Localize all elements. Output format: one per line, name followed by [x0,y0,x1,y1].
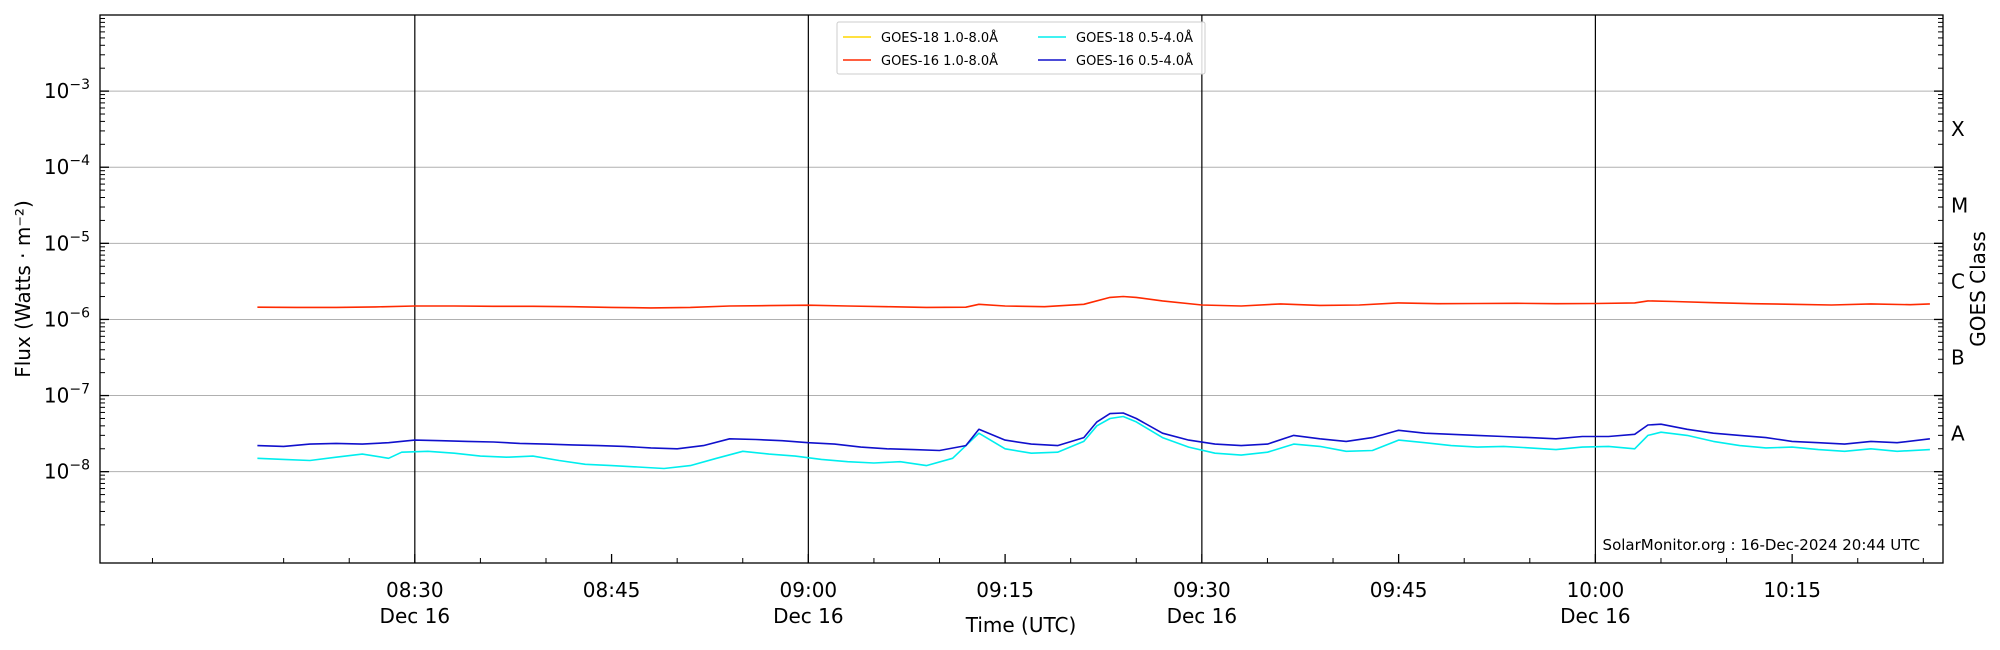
x-tick-label: 08:45 [583,578,641,602]
x-tick-label: 09:00 [780,578,838,602]
goes-class-label: A [1951,422,1965,446]
y-tick-label: 10−7 [44,382,90,408]
x-tick-date-label: Dec 16 [1167,604,1238,628]
y-tick-label: 10−6 [44,305,90,331]
series-line [257,412,1930,452]
legend-label: GOES-18 1.0-8.0Å [881,30,998,46]
x-axis-title: Time (UTC) [965,613,1077,637]
legend-box [836,21,1206,75]
y-tick-label: 10−5 [44,229,90,255]
vertical-time-markers [414,15,1596,563]
x-tick-date-label: Dec 16 [1560,604,1631,628]
x-tick-label: 09:15 [976,578,1034,602]
source-watermark: SolarMonitor.org : 16-Dec-2024 20:44 UTC [1603,536,1920,554]
goes-class-labels: A B C M X [1951,117,1968,445]
series-line [257,415,1930,470]
legend: GOES-18 1.0-8.0Å GOES-16 1.0-8.0Å GOES-1… [836,21,1206,75]
x-tick-label: 08:30 [386,578,444,602]
x-tick-label: 09:45 [1370,578,1428,602]
y-axis-title: Flux (Watts · m⁻²) [11,200,35,378]
y-axis-ticks: 10−8 10−7 10−6 10−5 10−4 10−3 [44,17,1943,526]
goes-class-label: C [1951,269,1965,293]
x-tick-date-label: Dec 16 [380,604,451,628]
x-tick-date-label: Dec 16 [773,604,844,628]
legend-label: GOES-16 0.5-4.0Å [1076,53,1193,69]
goes-class-label: M [1951,193,1968,217]
x-tick-label: 10:00 [1567,578,1625,602]
goes-class-label: B [1951,346,1965,370]
y-tick-label: 10−8 [44,458,90,484]
gridlines [100,90,1943,473]
series-lines [257,295,1930,470]
right-axis-title: GOES Class [1966,231,1990,347]
series-line [257,295,1930,309]
y-tick-label: 10−4 [44,153,90,179]
goes-class-label: X [1951,117,1965,141]
x-tick-label: 10:15 [1763,578,1821,602]
y-tick-label: 10−3 [44,77,90,103]
legend-label: GOES-16 1.0-8.0Å [881,53,998,69]
x-tick-label: 09:30 [1173,578,1231,602]
plot-frame [99,14,1944,564]
legend-label: GOES-18 0.5-4.0Å [1076,30,1193,46]
